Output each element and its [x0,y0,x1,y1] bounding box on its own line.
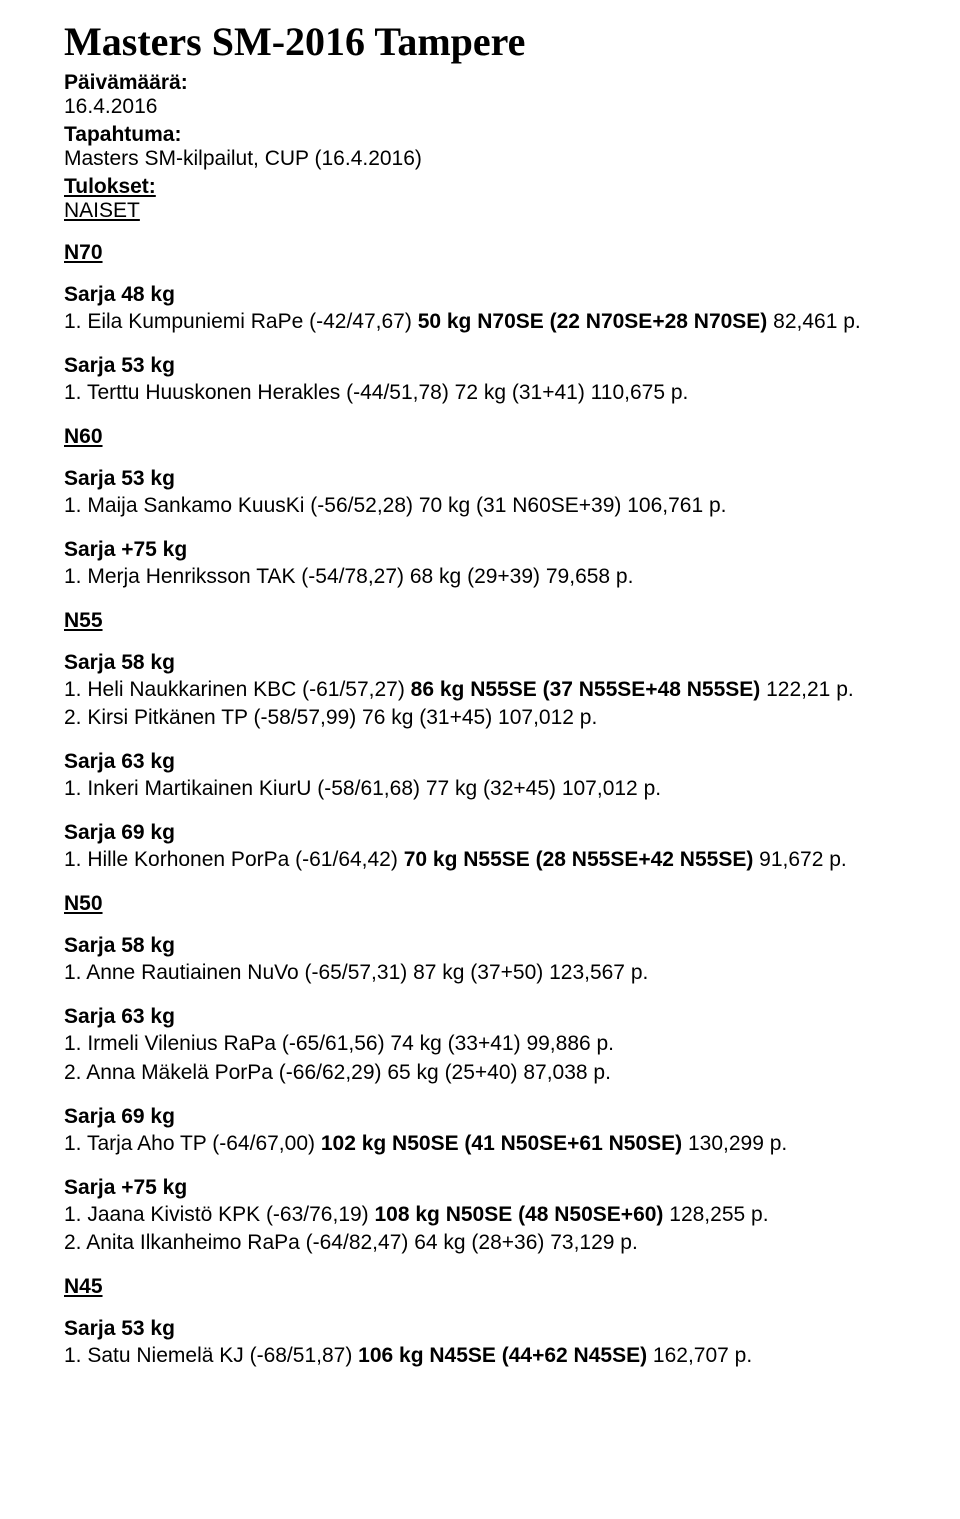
result-text: 1. Merja Henriksson TAK (-54/78,27) 68 k… [64,565,633,588]
result-line: 1. Hille Korhonen PorPa (-61/64,42) 70 k… [64,847,896,874]
weight-class-header: Sarja 53 kg [64,354,896,378]
weight-class-header: Sarja 69 kg [64,821,896,845]
age-group-header: N60 [64,425,896,449]
page: Masters SM-2016 Tampere Päivämäärä: 16.4… [0,0,960,1410]
result-text: 1. Satu Niemelä KJ (-68/51,87) [64,1344,358,1367]
result-text: 1. Maija Sankamo KuusKi (-56/52,28) 70 k… [64,494,726,517]
result-line: 2. Anita Ilkanheimo RaPa (-64/82,47) 64 … [64,1230,896,1257]
date-label: Päivämäärä: [64,71,896,95]
result-line: 1. Anne Rautiainen NuVo (-65/57,31) 87 k… [64,960,896,987]
result-line: 1. Inkeri Martikainen KiurU (-58/61,68) … [64,776,896,803]
weight-class-header: Sarja 48 kg [64,283,896,307]
result-line: 1. Merja Henriksson TAK (-54/78,27) 68 k… [64,564,896,591]
result-text: 162,707 p. [647,1344,752,1367]
result-text: 1. Tarja Aho TP (-64/67,00) [64,1132,321,1155]
weight-class-header: Sarja 53 kg [64,467,896,491]
result-line: 1. Tarja Aho TP (-64/67,00) 102 kg N50SE… [64,1131,896,1158]
result-line: 1. Satu Niemelä KJ (-68/51,87) 106 kg N4… [64,1343,896,1370]
weight-class-header: Sarja +75 kg [64,538,896,562]
record-highlight: 108 kg N50SE (48 N50SE+60) [375,1203,664,1226]
result-text: 2. Anita Ilkanheimo RaPa (-64/82,47) 64 … [64,1231,638,1254]
record-highlight: 106 kg N45SE (44+62 N45SE) [358,1344,647,1367]
weight-class-header: Sarja 58 kg [64,934,896,958]
result-text: 82,461 p. [767,310,860,333]
result-text: 1. Eila Kumpuniemi RaPe (-42/47,67) [64,310,418,333]
results-label: Tulokset: [64,175,896,199]
weight-class-header: Sarja 58 kg [64,651,896,675]
result-text: 91,672 p. [753,848,846,871]
age-group-header: N50 [64,892,896,916]
result-line: 2. Anna Mäkelä PorPa (-66/62,29) 65 kg (… [64,1060,896,1087]
result-line: 1. Irmeli Vilenius RaPa (-65/61,56) 74 k… [64,1031,896,1058]
result-line: 1. Eila Kumpuniemi RaPe (-42/47,67) 50 k… [64,309,896,336]
gender-label: NAISET [64,199,896,223]
result-text: 2. Anna Mäkelä PorPa (-66/62,29) 65 kg (… [64,1061,611,1084]
results-body: N70Sarja 48 kg1. Eila Kumpuniemi RaPe (-… [64,241,896,1370]
record-highlight: 50 kg N70SE (22 N70SE+28 N70SE) [418,310,768,333]
result-line: 1. Maija Sankamo KuusKi (-56/52,28) 70 k… [64,493,896,520]
result-text: 122,21 p. [760,678,853,701]
event-value: Masters SM-kilpailut, CUP (16.4.2016) [64,147,896,171]
weight-class-header: Sarja 53 kg [64,1317,896,1341]
weight-class-header: Sarja 69 kg [64,1105,896,1129]
result-text: 2. Kirsi Pitkänen TP (-58/57,99) 76 kg (… [64,706,597,729]
weight-class-header: Sarja 63 kg [64,1005,896,1029]
result-line: 1. Jaana Kivistö KPK (-63/76,19) 108 kg … [64,1202,896,1229]
record-highlight: 86 kg N55SE (37 N55SE+48 N55SE) [411,678,761,701]
result-text: 128,255 p. [663,1203,768,1226]
event-label: Tapahtuma: [64,123,896,147]
weight-class-header: Sarja 63 kg [64,750,896,774]
result-text: 1. Heli Naukkarinen KBC (-61/57,27) [64,678,411,701]
record-highlight: 70 kg N55SE (28 N55SE+42 N55SE) [404,848,754,871]
date-value: 16.4.2016 [64,95,896,119]
result-text: 1. Hille Korhonen PorPa (-61/64,42) [64,848,404,871]
result-text: 1. Jaana Kivistö KPK (-63/76,19) [64,1203,375,1226]
result-text: 1. Anne Rautiainen NuVo (-65/57,31) 87 k… [64,961,648,984]
age-group-header: N70 [64,241,896,265]
weight-class-header: Sarja +75 kg [64,1176,896,1200]
result-text: 1. Terttu Huuskonen Herakles (-44/51,78)… [64,381,688,404]
result-line: 1. Terttu Huuskonen Herakles (-44/51,78)… [64,380,896,407]
age-group-header: N45 [64,1275,896,1299]
page-title: Masters SM-2016 Tampere [64,18,896,65]
result-text: 1. Irmeli Vilenius RaPa (-65/61,56) 74 k… [64,1032,614,1055]
record-highlight: 102 kg N50SE (41 N50SE+61 N50SE) [321,1132,682,1155]
result-line: 1. Heli Naukkarinen KBC (-61/57,27) 86 k… [64,677,896,704]
result-text: 130,299 p. [682,1132,787,1155]
age-group-header: N55 [64,609,896,633]
result-line: 2. Kirsi Pitkänen TP (-58/57,99) 76 kg (… [64,705,896,732]
result-text: 1. Inkeri Martikainen KiurU (-58/61,68) … [64,777,661,800]
